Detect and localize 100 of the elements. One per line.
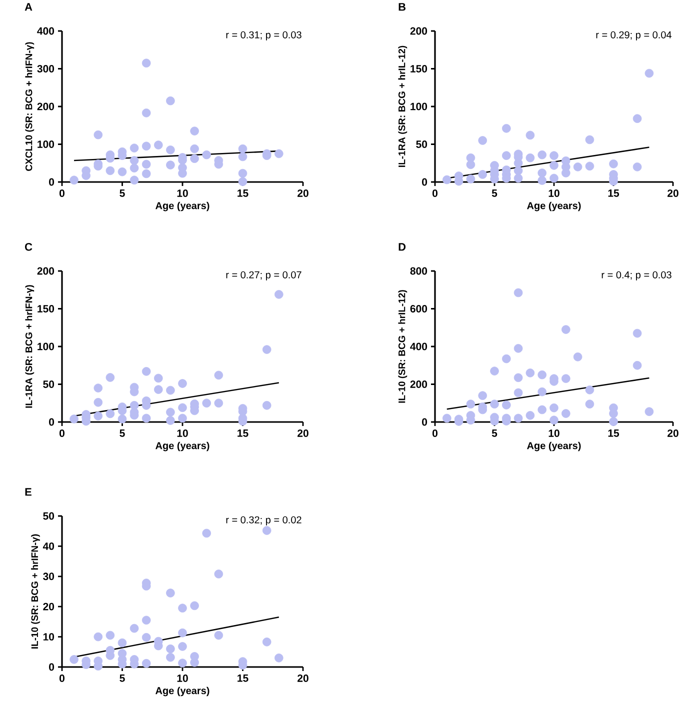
y-tick-label: 200 <box>37 267 54 275</box>
x-axis-title: Age (years) <box>156 686 210 696</box>
y-tick-label: 0 <box>49 178 54 186</box>
x-tick-label: 0 <box>432 430 438 437</box>
y-tick-label: 0 <box>422 418 428 426</box>
point <box>538 168 546 178</box>
point <box>238 152 248 162</box>
point <box>190 154 199 163</box>
point <box>526 130 535 140</box>
x-tick-label: 20 <box>298 190 308 197</box>
point <box>502 124 511 133</box>
y-tick-label: 150 <box>38 305 54 312</box>
point <box>130 164 139 172</box>
point <box>526 368 535 378</box>
y-tick-label: 800 <box>410 267 428 275</box>
point <box>502 400 511 410</box>
y-tick-label: 300 <box>37 65 54 72</box>
point <box>526 153 535 162</box>
point <box>106 409 115 418</box>
y-axis-title: IL-10 (SR: BCG + hrIFN-γ) <box>31 534 40 649</box>
x-tick-label: 20 <box>668 190 678 197</box>
x-tick-label: 0 <box>59 430 64 437</box>
point <box>154 374 163 383</box>
point <box>514 388 523 398</box>
point <box>538 176 546 185</box>
y-axis-title: IL-1RA (SR: BCG + hrIL-12) <box>398 46 408 167</box>
point <box>118 167 127 176</box>
chart-title: D <box>398 243 406 251</box>
x-axis-title: Age (years) <box>156 442 210 452</box>
point <box>502 151 511 160</box>
point <box>106 166 115 176</box>
point <box>538 150 546 160</box>
point <box>644 68 654 78</box>
x-tick-label: 15 <box>608 190 620 197</box>
point <box>154 385 163 394</box>
y-tick-label: 20 <box>43 602 54 610</box>
point <box>142 58 151 68</box>
x-tick-label: 10 <box>548 190 560 197</box>
point <box>442 175 452 184</box>
point <box>238 168 248 178</box>
point <box>490 400 499 408</box>
point <box>609 159 618 168</box>
point <box>514 344 523 353</box>
point <box>166 160 175 170</box>
y-tick-label: 200 <box>410 380 428 388</box>
point <box>202 150 211 160</box>
point <box>142 108 151 118</box>
point <box>466 400 476 408</box>
point <box>632 114 642 123</box>
point <box>190 601 199 610</box>
chart-title: A <box>24 3 32 11</box>
point <box>166 416 175 425</box>
point <box>514 166 523 176</box>
annotation: r = 0.31; p = 0.03 <box>226 31 302 40</box>
point <box>190 126 199 136</box>
point <box>238 177 248 186</box>
y-tick-label: 50 <box>416 140 428 148</box>
y-tick-label: 200 <box>410 27 428 35</box>
point <box>130 156 139 165</box>
point <box>585 400 594 408</box>
y-tick-label: 100 <box>410 102 428 110</box>
x-tick-label: 5 <box>120 674 125 682</box>
point <box>70 655 78 664</box>
point <box>466 160 476 170</box>
x-tick-label: 5 <box>120 190 125 197</box>
x-tick-label: 20 <box>668 430 678 437</box>
y-tick-label: 600 <box>410 305 428 312</box>
point <box>70 176 78 185</box>
x-tick-label: 0 <box>432 190 438 197</box>
point <box>274 149 284 158</box>
x-tick-label: 10 <box>177 430 188 437</box>
point <box>478 136 487 145</box>
point <box>166 386 175 395</box>
x-tick-label: 15 <box>238 674 248 682</box>
x-tick-label: 15 <box>238 430 248 437</box>
x-axis-title: Age (years) <box>156 202 210 212</box>
y-tick-label: 50 <box>43 512 54 520</box>
y-tick-label: 100 <box>38 342 54 350</box>
x-tick-label: 5 <box>492 190 498 197</box>
x-tick-label: 5 <box>492 430 498 437</box>
point <box>130 624 139 633</box>
point <box>166 644 175 654</box>
point <box>550 403 558 412</box>
point <box>142 160 151 169</box>
point <box>442 414 452 423</box>
point <box>202 528 211 538</box>
y-axis-title: IL-1RA (SR: BCG + hrIFN-γ) <box>25 285 34 408</box>
point <box>178 658 187 668</box>
point <box>573 162 582 172</box>
y-tick-label: 400 <box>410 342 428 350</box>
point <box>632 360 642 370</box>
point <box>238 144 248 154</box>
y-tick-label: 10 <box>43 633 54 641</box>
point <box>142 367 151 376</box>
point <box>274 654 284 662</box>
point <box>514 414 523 423</box>
point <box>514 373 523 382</box>
point <box>632 162 642 172</box>
point <box>94 398 103 407</box>
point <box>190 144 199 154</box>
